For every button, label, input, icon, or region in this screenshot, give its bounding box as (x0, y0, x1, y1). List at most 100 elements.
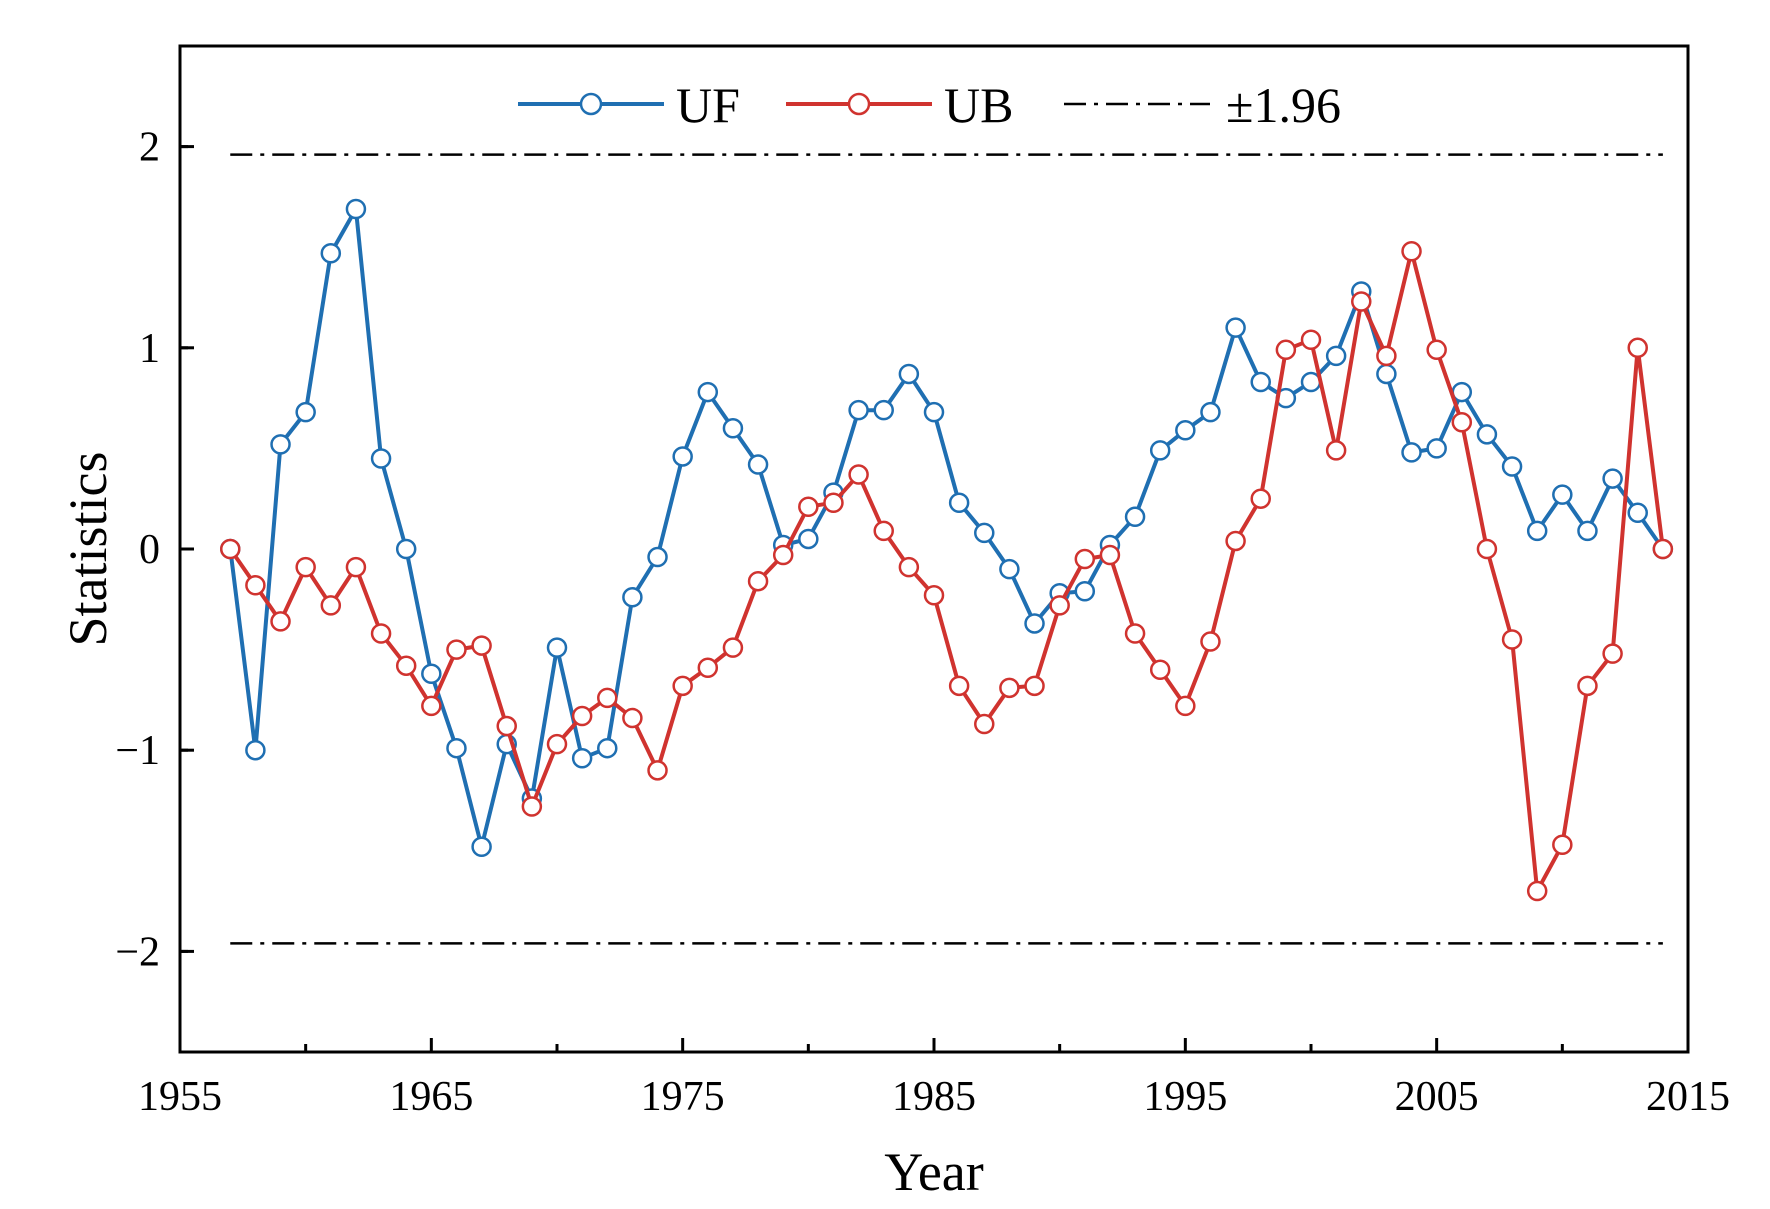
data-point-UB (1552, 834, 1573, 856)
data-point-UB (948, 675, 970, 697)
reference-lines-layer (230, 153, 1663, 945)
data-point-UF (1149, 440, 1171, 461)
data-point-UB (1175, 695, 1196, 717)
data-point-UB (1250, 488, 1271, 509)
data-point-UF (1627, 502, 1648, 524)
data-point-UB (546, 733, 568, 755)
data-point-UF (1250, 371, 1271, 393)
data-point-UB (1526, 880, 1548, 902)
data-point-UB (873, 520, 894, 542)
data-point-UF (697, 381, 719, 403)
data-point-UB (1627, 337, 1648, 359)
data-point-UF (948, 492, 970, 513)
data-point-UF (873, 399, 894, 421)
data-point-UB (370, 623, 392, 644)
legend-item-±1.96: ±1.96 (1064, 77, 1341, 133)
data-point-UB (1124, 623, 1146, 644)
legend-label: UB (944, 77, 1013, 133)
data-point-UF (245, 739, 266, 761)
x-tick-label: 2005 (1395, 1074, 1479, 1120)
data-point-UB (697, 657, 719, 678)
data-point-UF (295, 401, 316, 423)
data-point-UB (320, 595, 342, 616)
data-point-UB (471, 635, 492, 656)
ticks-layer: 1955 1965 1975 1985 1995 2005 2015 −2 −1 0 1 2 (115, 125, 1730, 1120)
data-point-UF (622, 587, 643, 608)
series-line-UB (228, 249, 1665, 893)
data-point-UB (1049, 595, 1070, 616)
data-point-UB (446, 639, 467, 660)
data-point-UB (1225, 530, 1246, 552)
data-point-UB (597, 687, 618, 709)
data-point-UF (1024, 613, 1045, 634)
data-point-UB (1602, 643, 1623, 664)
data-point-UB (798, 496, 819, 517)
data-point-UF (1376, 363, 1397, 385)
y-axis-title: Statistics (58, 451, 118, 646)
data-point-UB (421, 695, 442, 717)
data-point-UF (471, 836, 492, 858)
data-point-UB (521, 796, 543, 817)
data-point-UF (1401, 442, 1422, 463)
data-point-UB (1325, 440, 1347, 461)
data-point-UB (923, 585, 945, 606)
data-point-UB (672, 675, 693, 697)
data-point-UB (1099, 544, 1121, 566)
data-point-UB (1401, 240, 1422, 262)
data-point-UF (898, 363, 920, 385)
data-point-UB (848, 464, 869, 485)
legend-item-UF: UF (518, 77, 740, 133)
data-point-UF (722, 418, 744, 439)
data-point-UF (446, 737, 467, 759)
data-point-UB (1501, 629, 1523, 650)
data-point-UF (923, 401, 945, 423)
y-tick-label: 1 (139, 326, 160, 372)
data-point-UB (1351, 291, 1372, 312)
data-point-UF (1325, 345, 1347, 367)
x-tick-label: 1985 (892, 1074, 976, 1120)
data-point-UF (848, 399, 869, 421)
x-tick-label: 1965 (389, 1074, 473, 1120)
data-point-UB (1024, 675, 1045, 697)
data-point-UB (622, 707, 643, 729)
data-point-UF (747, 454, 769, 475)
data-point-UF (647, 546, 668, 568)
legend-swatch-marker (579, 92, 603, 116)
data-point-UB (999, 677, 1020, 699)
data-point-UF (421, 663, 442, 684)
x-tick-label: 1995 (1143, 1074, 1227, 1120)
data-point-UB (270, 611, 291, 632)
data-point-UB (974, 713, 995, 735)
data-point-UF (1124, 506, 1146, 528)
data-point-UF (370, 448, 392, 469)
data-point-UF (571, 747, 593, 769)
data-point-UF (1552, 484, 1573, 505)
data-point-UB (220, 538, 241, 560)
data-point-UB (1376, 345, 1397, 367)
data-point-UF (1426, 438, 1447, 459)
data-point-UB (1275, 339, 1297, 361)
y-tick-label: 2 (139, 125, 160, 171)
data-point-UB (1426, 339, 1447, 361)
data-point-UF (1175, 420, 1196, 441)
series-line-UF (228, 207, 1665, 849)
data-point-UF (395, 538, 417, 560)
x-tick-label: 2015 (1646, 1074, 1730, 1120)
data-point-UB (1074, 548, 1096, 570)
data-point-UB (1149, 659, 1171, 680)
data-point-UF (1200, 401, 1221, 423)
data-point-UB (1300, 329, 1322, 351)
series-UB (220, 240, 1674, 902)
data-point-UB (496, 715, 517, 737)
data-point-UB (1652, 538, 1674, 560)
x-tick-label: 1955 (138, 1074, 222, 1120)
data-point-UF (546, 637, 568, 658)
data-point-UB (747, 570, 769, 592)
data-point-UF (1225, 317, 1246, 338)
data-point-UF (999, 558, 1020, 580)
data-point-UB (295, 556, 316, 578)
data-point-UB (571, 705, 593, 727)
legend: UF UB ±1.96 (518, 77, 1341, 133)
data-point-UF (320, 242, 342, 264)
